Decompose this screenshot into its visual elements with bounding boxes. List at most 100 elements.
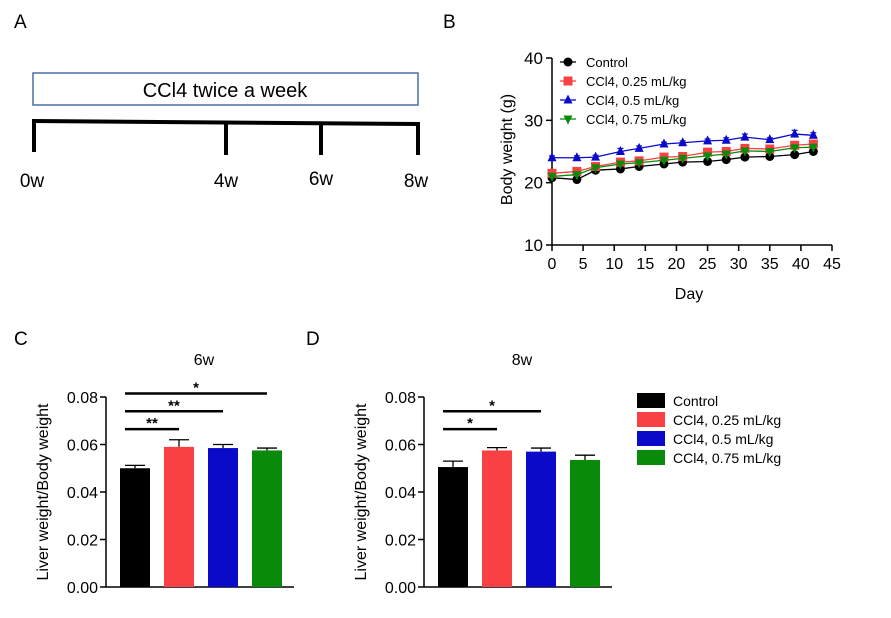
legend-swatch	[637, 431, 665, 446]
x-tick-label: 45	[823, 256, 841, 273]
liver-ratio-8w-chart: 8w 0.00 0.02 0.04 0.06 0.08 Liver weight/Body …	[353, 352, 612, 597]
bar	[208, 448, 238, 587]
data-point	[634, 142, 644, 152]
legend-marker	[563, 57, 573, 67]
legend-label: CCl4, 0.5 mL/kg	[586, 93, 679, 108]
legend-swatch	[637, 412, 665, 427]
y-axis-title: Liver weight/Body weight	[35, 403, 52, 581]
body-weight-chart: 10 20 30 40 0 5 10 15 20 25 30 35 40 45 Day Body weight…	[499, 49, 841, 303]
timepoint-6w: 6w	[309, 169, 334, 190]
legend-label: CCl4, 0.25 mL/kg	[586, 74, 686, 89]
bar	[570, 459, 600, 587]
data-point	[572, 171, 582, 181]
data-point	[634, 159, 644, 169]
y-axis-title: Liver weight/Body weight	[353, 403, 370, 581]
legend-marker	[563, 94, 573, 104]
bar	[252, 450, 282, 587]
data-point	[790, 150, 800, 160]
y-tick-label: 0.04	[385, 485, 416, 502]
significance-label: **	[146, 415, 158, 432]
y-tick-label: 0.06	[67, 438, 98, 455]
timepoint-8w: 8w	[404, 171, 429, 192]
panel-a-letter: A	[14, 12, 27, 33]
bar	[438, 467, 468, 587]
timepoint-4w: 4w	[214, 171, 239, 192]
y-tick-label: 0.08	[67, 390, 98, 407]
data-point	[790, 144, 800, 154]
panel-a: A CCl4 twice a week 0w 4w 6w 8w	[14, 12, 428, 192]
x-tick-label: 25	[699, 256, 717, 273]
data-point	[659, 156, 669, 166]
data-point	[572, 152, 582, 162]
legend-label: CCl4, 0.25 mL/kg	[673, 412, 781, 428]
y-axis-title: Body weight (g)	[499, 94, 516, 205]
panel-c: C 6w 0.00 0.02 0.04 0.06 0.08 Liver weight/Bod…	[14, 329, 294, 597]
panel-b: B 10 20 30 40 0 5 10 15 20 25 30 35 40 45 Day Body weig…	[443, 12, 841, 303]
y-tick-label: 0.04	[67, 485, 98, 502]
data-point	[703, 147, 713, 157]
panel-d-letter: D	[306, 329, 320, 350]
legend-swatch	[637, 450, 665, 465]
y-tick-label: 0.02	[385, 533, 416, 550]
data-point	[591, 164, 601, 174]
data-point	[703, 152, 713, 162]
legend-label: CCl4, 0.75 mL/kg	[673, 450, 781, 466]
legend-marker	[563, 115, 573, 125]
data-point	[615, 146, 625, 155]
bar-legend: Control CCl4, 0.25 mL/kg CCl4, 0.5 mL/kg CC…	[637, 393, 781, 466]
data-point	[808, 143, 818, 153]
data-point	[740, 131, 750, 141]
x-tick-label: 30	[730, 256, 748, 273]
data-point	[765, 148, 775, 157]
significance-label: **	[168, 397, 180, 414]
data-point	[790, 128, 800, 138]
bar	[526, 451, 556, 587]
y-tick-label: 0.00	[67, 580, 98, 597]
data-point	[740, 152, 750, 162]
y-tick-label: 30	[524, 111, 543, 130]
timepoint-0w: 0w	[20, 171, 45, 192]
x-tick-label: 20	[668, 256, 686, 273]
x-tick-label: 40	[792, 256, 810, 273]
panel-c-letter: C	[14, 329, 28, 350]
data-point	[703, 135, 713, 145]
y-tick-label: 0.00	[385, 580, 416, 597]
data-point	[721, 155, 731, 165]
y-tick-label: 40	[524, 49, 543, 68]
data-point	[678, 137, 688, 147]
legend-swatch	[637, 393, 665, 408]
panel-d: D 8w 0.00 0.02 0.04 0.06 0.08 Liver weight/Bod…	[306, 329, 612, 597]
significance-label: *	[193, 379, 199, 396]
data-point	[615, 160, 625, 170]
significance-label: *	[467, 415, 473, 432]
legend-label: Control	[673, 393, 718, 409]
data-point	[659, 138, 669, 148]
data-point	[808, 129, 818, 139]
x-tick-label: 0	[548, 256, 557, 273]
x-tick-label: 15	[636, 256, 654, 273]
bar	[164, 446, 194, 587]
bar	[482, 450, 512, 587]
data-point	[547, 172, 557, 182]
data-point	[547, 152, 557, 162]
y-tick-label: 0.02	[67, 533, 98, 550]
legend-marker	[563, 76, 573, 86]
data-point	[740, 147, 750, 157]
x-tick-label: 5	[579, 256, 588, 273]
liver-ratio-6w-chart: 6w 0.00 0.02 0.04 0.06 0.08 Liver weight/Body …	[35, 352, 294, 597]
y-tick-label: 0.06	[385, 438, 416, 455]
x-tick-label: 35	[761, 256, 779, 273]
x-tick-label: 10	[605, 256, 623, 273]
chart-title: 6w	[194, 352, 215, 369]
y-tick-label: 0.08	[385, 390, 416, 407]
data-point	[591, 151, 601, 161]
data-point	[721, 150, 731, 160]
bar	[120, 468, 150, 587]
data-point	[678, 154, 688, 164]
chart-title: 8w	[512, 352, 533, 369]
data-point	[765, 134, 775, 144]
legend-label: Control	[586, 55, 628, 70]
panel-b-letter: B	[443, 12, 456, 33]
y-tick-label: 10	[524, 236, 543, 255]
